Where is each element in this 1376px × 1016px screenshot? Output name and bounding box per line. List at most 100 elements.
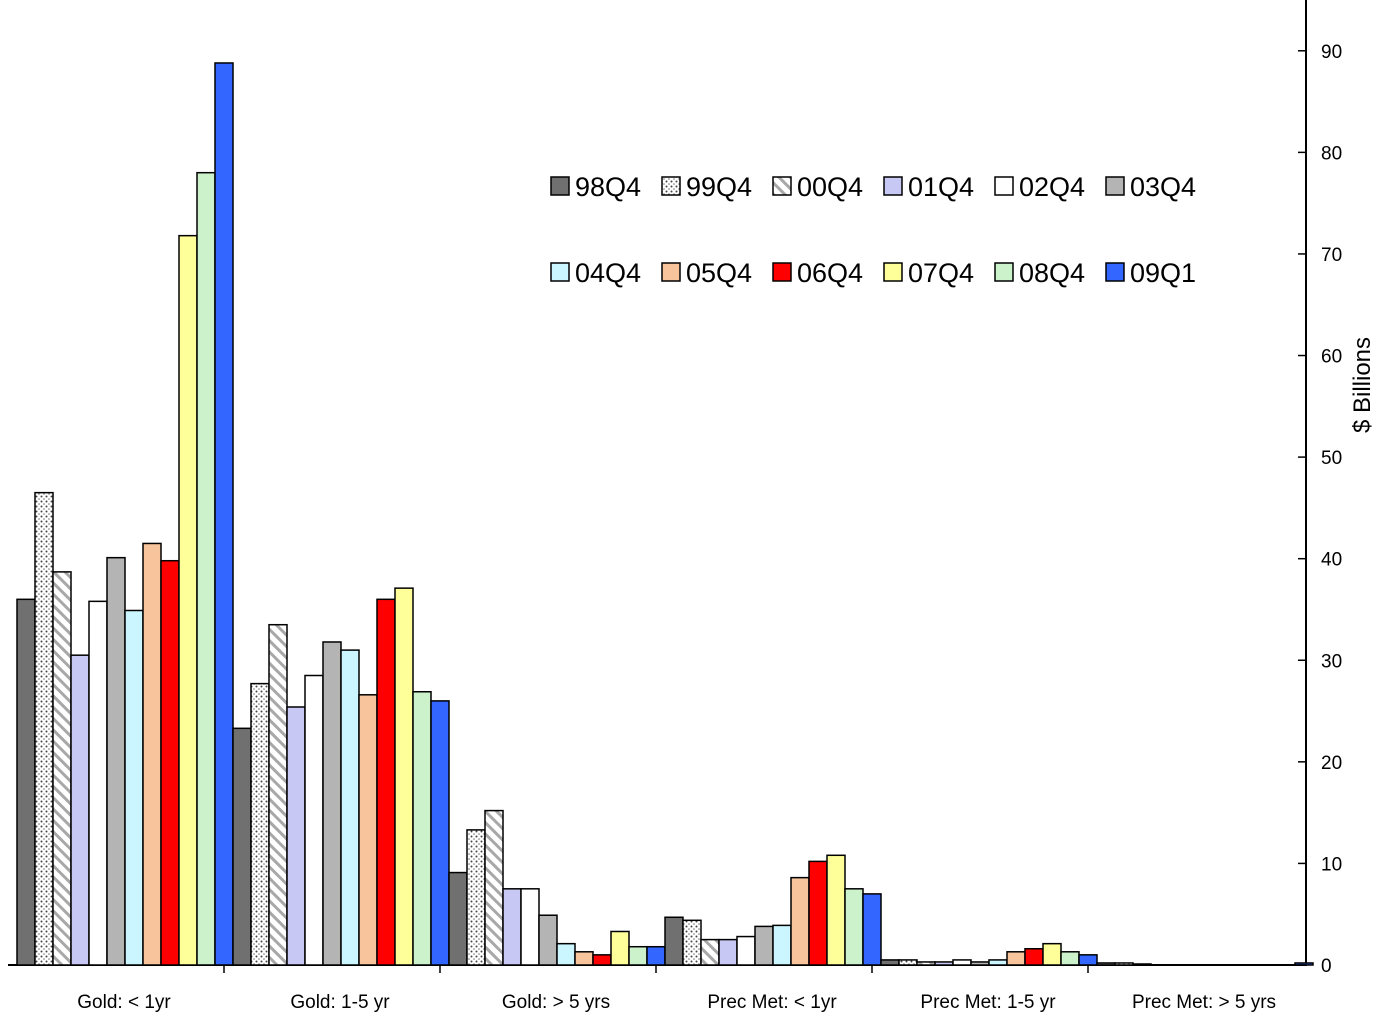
bar-group bbox=[880, 942, 1098, 966]
legend-item: 05Q4 bbox=[661, 258, 752, 288]
bar bbox=[808, 860, 828, 966]
bar bbox=[466, 829, 486, 966]
y-tick-label: 10 bbox=[1321, 854, 1342, 875]
legend-label: 98Q4 bbox=[575, 172, 641, 202]
bar bbox=[430, 700, 450, 966]
legend-item: 08Q4 bbox=[994, 258, 1085, 288]
legend-swatch bbox=[1105, 262, 1125, 282]
bar bbox=[1078, 954, 1098, 966]
bar bbox=[520, 888, 540, 966]
legend-swatch bbox=[772, 262, 792, 282]
bar bbox=[394, 587, 414, 966]
bar bbox=[862, 893, 882, 966]
legend-item: 04Q4 bbox=[550, 258, 641, 288]
legend-swatch bbox=[550, 262, 570, 282]
legend-label: 03Q4 bbox=[1130, 172, 1196, 202]
legend-label: 07Q4 bbox=[908, 258, 974, 288]
bar bbox=[52, 571, 72, 966]
bar bbox=[448, 871, 468, 966]
bar bbox=[412, 691, 432, 966]
bar bbox=[880, 959, 900, 966]
bar bbox=[1096, 962, 1116, 966]
bar bbox=[340, 649, 360, 966]
bars-layer bbox=[16, 62, 1314, 966]
bar bbox=[970, 961, 990, 966]
legend-label: 06Q4 bbox=[797, 258, 863, 288]
y-tick-label: 0 bbox=[1321, 956, 1332, 977]
bar bbox=[988, 959, 1008, 966]
legend-swatch bbox=[1105, 176, 1125, 196]
bar bbox=[790, 876, 810, 966]
legend-label: 01Q4 bbox=[908, 172, 974, 202]
x-axis-ticks: Gold: < 1yr Gold: 1-5 yr Gold: > 5 yrs Prec… bbox=[77, 965, 1276, 1013]
bar bbox=[1024, 947, 1044, 966]
bar-group bbox=[448, 809, 666, 966]
y-tick-label: 20 bbox=[1321, 753, 1342, 774]
legend-label: 08Q4 bbox=[1019, 258, 1085, 288]
bar bbox=[358, 694, 378, 966]
bar bbox=[232, 727, 252, 966]
legend-swatch bbox=[661, 176, 681, 196]
legend-label: 05Q4 bbox=[686, 258, 752, 288]
legend-label: 00Q4 bbox=[797, 172, 863, 202]
bar bbox=[934, 961, 954, 966]
legend-swatch bbox=[772, 176, 792, 196]
y-axis-title: $ Billions bbox=[1349, 337, 1376, 433]
bar bbox=[70, 654, 90, 966]
bar bbox=[538, 914, 558, 966]
bar bbox=[196, 171, 216, 966]
bar bbox=[592, 954, 612, 966]
bar bbox=[484, 809, 504, 966]
bar bbox=[826, 854, 846, 966]
y-tick-label: 60 bbox=[1321, 347, 1342, 368]
x-category-label: Prec Met: 1-5 yr bbox=[920, 992, 1056, 1013]
legend-swatch bbox=[883, 262, 903, 282]
x-category-label: Gold: > 5 yrs bbox=[502, 992, 610, 1013]
bar bbox=[1006, 951, 1026, 966]
y-tick-label: 50 bbox=[1321, 448, 1342, 469]
bar bbox=[160, 559, 180, 966]
bar bbox=[502, 888, 522, 966]
bar bbox=[214, 62, 234, 966]
y-tick-label: 70 bbox=[1321, 245, 1342, 266]
bar bbox=[376, 598, 396, 966]
bar-group bbox=[16, 62, 234, 966]
bar bbox=[754, 925, 774, 966]
legend: 98Q4 99Q4 00Q4 01Q4 02Q4 03Q4 04Q4 05Q4 06Q4 07Q4… bbox=[550, 172, 1196, 288]
bar bbox=[844, 888, 864, 966]
bar bbox=[250, 682, 270, 966]
bar bbox=[268, 623, 288, 966]
legend-item: 02Q4 bbox=[994, 172, 1085, 202]
legend-item: 06Q4 bbox=[772, 258, 863, 288]
bar bbox=[898, 959, 918, 966]
bar bbox=[646, 945, 666, 966]
legend-label: 02Q4 bbox=[1019, 172, 1085, 202]
x-category-label: Gold: 1-5 yr bbox=[290, 992, 390, 1013]
legend-swatch bbox=[994, 176, 1014, 196]
bar bbox=[736, 935, 756, 966]
bar bbox=[682, 919, 702, 966]
bar bbox=[952, 959, 972, 966]
bar bbox=[88, 600, 108, 966]
bar bbox=[124, 609, 144, 966]
legend-swatch bbox=[994, 262, 1014, 282]
legend-item: 01Q4 bbox=[883, 172, 974, 202]
x-category-label: Prec Met: < 1yr bbox=[707, 992, 837, 1013]
bar bbox=[106, 556, 126, 966]
bar bbox=[16, 598, 36, 966]
bar bbox=[142, 542, 162, 966]
bar-group bbox=[664, 854, 882, 966]
bar bbox=[1114, 962, 1134, 966]
legend-item: 98Q4 bbox=[550, 172, 641, 202]
bar bbox=[628, 945, 648, 966]
legend-label: 99Q4 bbox=[686, 172, 752, 202]
bar bbox=[916, 961, 936, 966]
bar bbox=[1132, 963, 1152, 966]
y-tick-label: 80 bbox=[1321, 143, 1342, 164]
legend-label: 09Q1 bbox=[1130, 258, 1196, 288]
legend-item: 09Q1 bbox=[1105, 258, 1196, 288]
bar bbox=[574, 951, 594, 966]
legend-item: 00Q4 bbox=[772, 172, 863, 202]
legend-item: 99Q4 bbox=[661, 172, 752, 202]
